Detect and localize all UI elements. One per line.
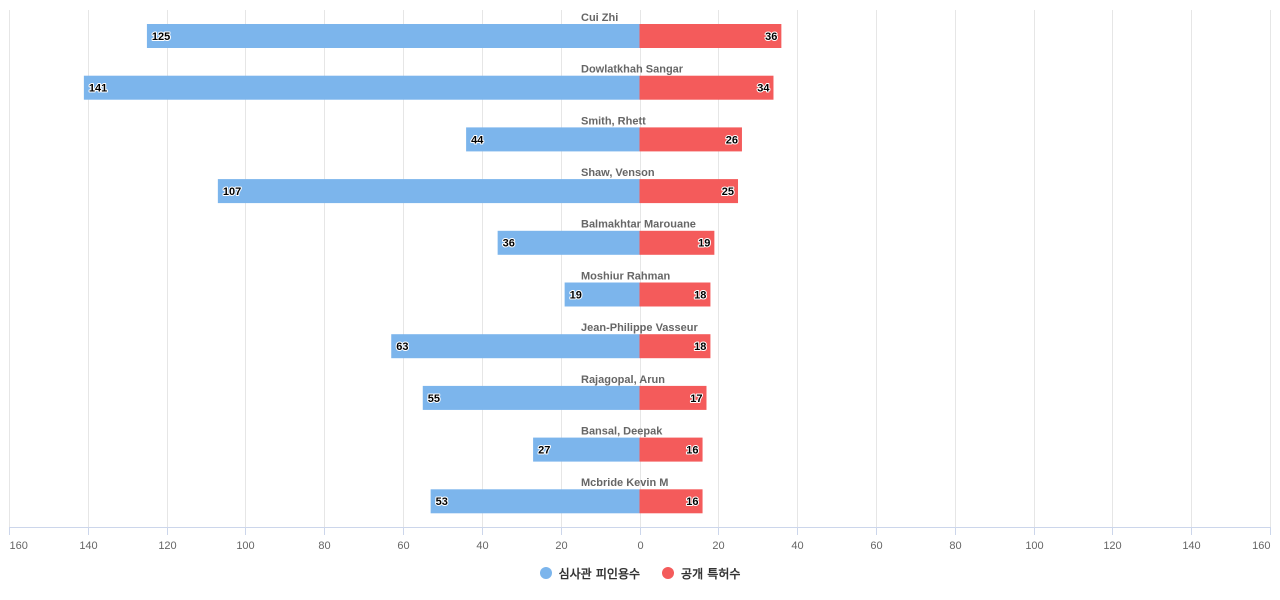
- x-tick-label: 60: [870, 540, 882, 552]
- data-label: 19: [570, 289, 582, 301]
- x-tick-label: 160: [10, 540, 28, 552]
- x-tick-label: 40: [476, 540, 488, 552]
- category-label: Dowlatkhah Sangar: [581, 64, 684, 76]
- bar-patents[interactable]: [639, 127, 742, 152]
- category-label: Rajagopal, Arun: [581, 374, 665, 386]
- bar-patents[interactable]: [639, 230, 715, 255]
- data-label: 18: [694, 289, 706, 301]
- legend-item-series-1[interactable]: 심사관 피인용수: [539, 565, 641, 582]
- data-label: 107: [223, 186, 241, 198]
- bar-patents[interactable]: [639, 75, 774, 100]
- x-tick-label: 40: [791, 540, 803, 552]
- bar-citations[interactable]: [564, 282, 640, 307]
- x-tick-label: 80: [318, 540, 330, 552]
- x-tick-label: 100: [236, 540, 254, 552]
- data-label: 16: [686, 445, 698, 457]
- x-tick-label: 20: [712, 540, 724, 552]
- data-label: 125: [152, 31, 170, 43]
- x-tick-label: 60: [397, 540, 409, 552]
- legend-marker-series-2: [662, 567, 675, 579]
- data-label: 18: [694, 341, 706, 353]
- data-label: 19: [698, 238, 710, 250]
- bar-patents[interactable]: [639, 282, 711, 307]
- bar-citations[interactable]: [217, 179, 640, 204]
- bar-patents[interactable]: [639, 437, 703, 462]
- category-label: Balmakhtar Marouane: [581, 219, 696, 231]
- data-label: 17: [690, 393, 702, 405]
- x-tick-label: 160: [1252, 540, 1270, 552]
- x-tick-label: 120: [158, 540, 176, 552]
- bar-citations[interactable]: [422, 385, 640, 410]
- data-label: 26: [726, 134, 738, 146]
- bar-citations[interactable]: [146, 24, 640, 48]
- data-label: 55: [428, 393, 440, 405]
- data-labels: 125 36 141 34 44 26 107 25 36 19 19 18 63 18 55 17 27 16 5…: [88, 30, 778, 509]
- data-label: 53: [436, 496, 448, 508]
- bar-citations[interactable]: [497, 230, 640, 255]
- legend-item-series-2[interactable]: 공개 특허수: [662, 565, 740, 582]
- category-labels: Cui Zhi Dowlatkhah Sangar Smith, Rhett Shaw…: [581, 12, 698, 489]
- bar-citations[interactable]: [466, 127, 640, 152]
- bar-citations[interactable]: [533, 437, 640, 462]
- data-label: 44: [471, 134, 484, 146]
- bars: [83, 24, 782, 514]
- bar-patents[interactable]: [639, 334, 711, 359]
- x-tick-label: 100: [1025, 540, 1043, 552]
- x-tick-label: 140: [79, 540, 97, 552]
- bar-citations[interactable]: [430, 489, 640, 514]
- category-label: Cui Zhi: [581, 12, 618, 24]
- category-label: Jean-Philippe Vasseur: [581, 322, 698, 334]
- bar-patents[interactable]: [639, 489, 703, 514]
- data-label: 36: [503, 238, 515, 250]
- legend-marker-series-1: [539, 567, 552, 579]
- x-tick-label: 80: [949, 540, 961, 552]
- category-label: Bansal, Deepak: [581, 426, 663, 438]
- data-label: 25: [722, 186, 734, 198]
- bar-citations[interactable]: [83, 75, 640, 100]
- category-label: Smith, Rhett: [581, 115, 646, 127]
- data-label: 36: [765, 31, 777, 43]
- data-label: 63: [396, 341, 408, 353]
- bar-patents[interactable]: [639, 385, 707, 410]
- data-label: 16: [686, 496, 698, 508]
- bar-patents[interactable]: [639, 179, 739, 204]
- legend-label-series-2: 공개 특허수: [681, 566, 741, 581]
- x-tick-label: 140: [1182, 540, 1200, 552]
- x-tick-label: 20: [555, 540, 567, 552]
- x-tick-label: 0: [637, 540, 643, 552]
- bar-citations[interactable]: [391, 334, 640, 359]
- category-label: Mcbride Kevin M: [581, 477, 668, 489]
- data-label: 141: [89, 83, 107, 95]
- x-axis: 160 140 120 100 80 60 40 20 0 20 40 60 80 100 120 140 16…: [9, 527, 1271, 552]
- x-tick-label: 120: [1103, 540, 1121, 552]
- legend-label-series-1: 심사관 피인용수: [558, 566, 641, 581]
- data-label: 34: [757, 83, 770, 95]
- bar-patents[interactable]: [639, 24, 782, 48]
- category-label: Moshiur Rahman: [581, 270, 671, 282]
- category-label: Shaw, Venson: [581, 167, 655, 179]
- legend: 심사관 피인용수 공개 특허수: [0, 563, 1280, 583]
- data-label: 27: [538, 445, 550, 457]
